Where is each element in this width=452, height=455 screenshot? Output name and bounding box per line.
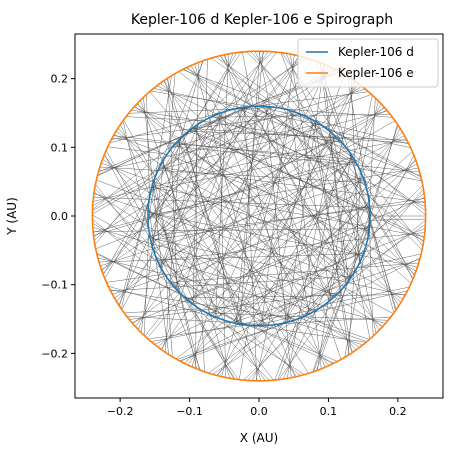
x-tick-label: 0.0 xyxy=(250,405,268,418)
orbit-line-1 xyxy=(147,105,371,327)
y-tick-label: 0.0 xyxy=(51,210,69,223)
orbit-line-2 xyxy=(91,50,427,382)
x-tick-label: 0.1 xyxy=(320,405,338,418)
legend-label-1: Kepler-106 d xyxy=(338,45,414,59)
chart-title: Kepler-106 d Kepler-106 e Spirograph xyxy=(131,12,393,28)
y-tick-label: −0.2 xyxy=(41,347,68,360)
x-tick-label: −0.2 xyxy=(107,405,134,418)
legend: Kepler-106 d Kepler-106 e xyxy=(297,38,439,88)
spirograph-lines xyxy=(92,51,426,381)
y-tick-label: −0.1 xyxy=(41,279,68,292)
x-axis-ticks: −0.2 −0.1 0.0 0.1 0.2 xyxy=(107,398,407,418)
orbit-series xyxy=(91,50,427,382)
x-axis-label: X (AU) xyxy=(240,431,278,445)
y-axis-label: Y (AU) xyxy=(5,197,19,236)
y-tick-label: 0.2 xyxy=(51,73,69,86)
y-axis-ticks: −0.2 −0.1 0.0 0.1 0.2 xyxy=(41,73,75,360)
x-tick-label: 0.2 xyxy=(389,405,407,418)
plot-area xyxy=(91,50,427,382)
spirograph-connecting-lines xyxy=(92,51,426,381)
legend-label-2: Kepler-106 e xyxy=(338,66,414,80)
y-tick-label: 0.1 xyxy=(51,141,69,154)
legend-box xyxy=(297,38,439,88)
x-tick-label: −0.1 xyxy=(176,405,203,418)
